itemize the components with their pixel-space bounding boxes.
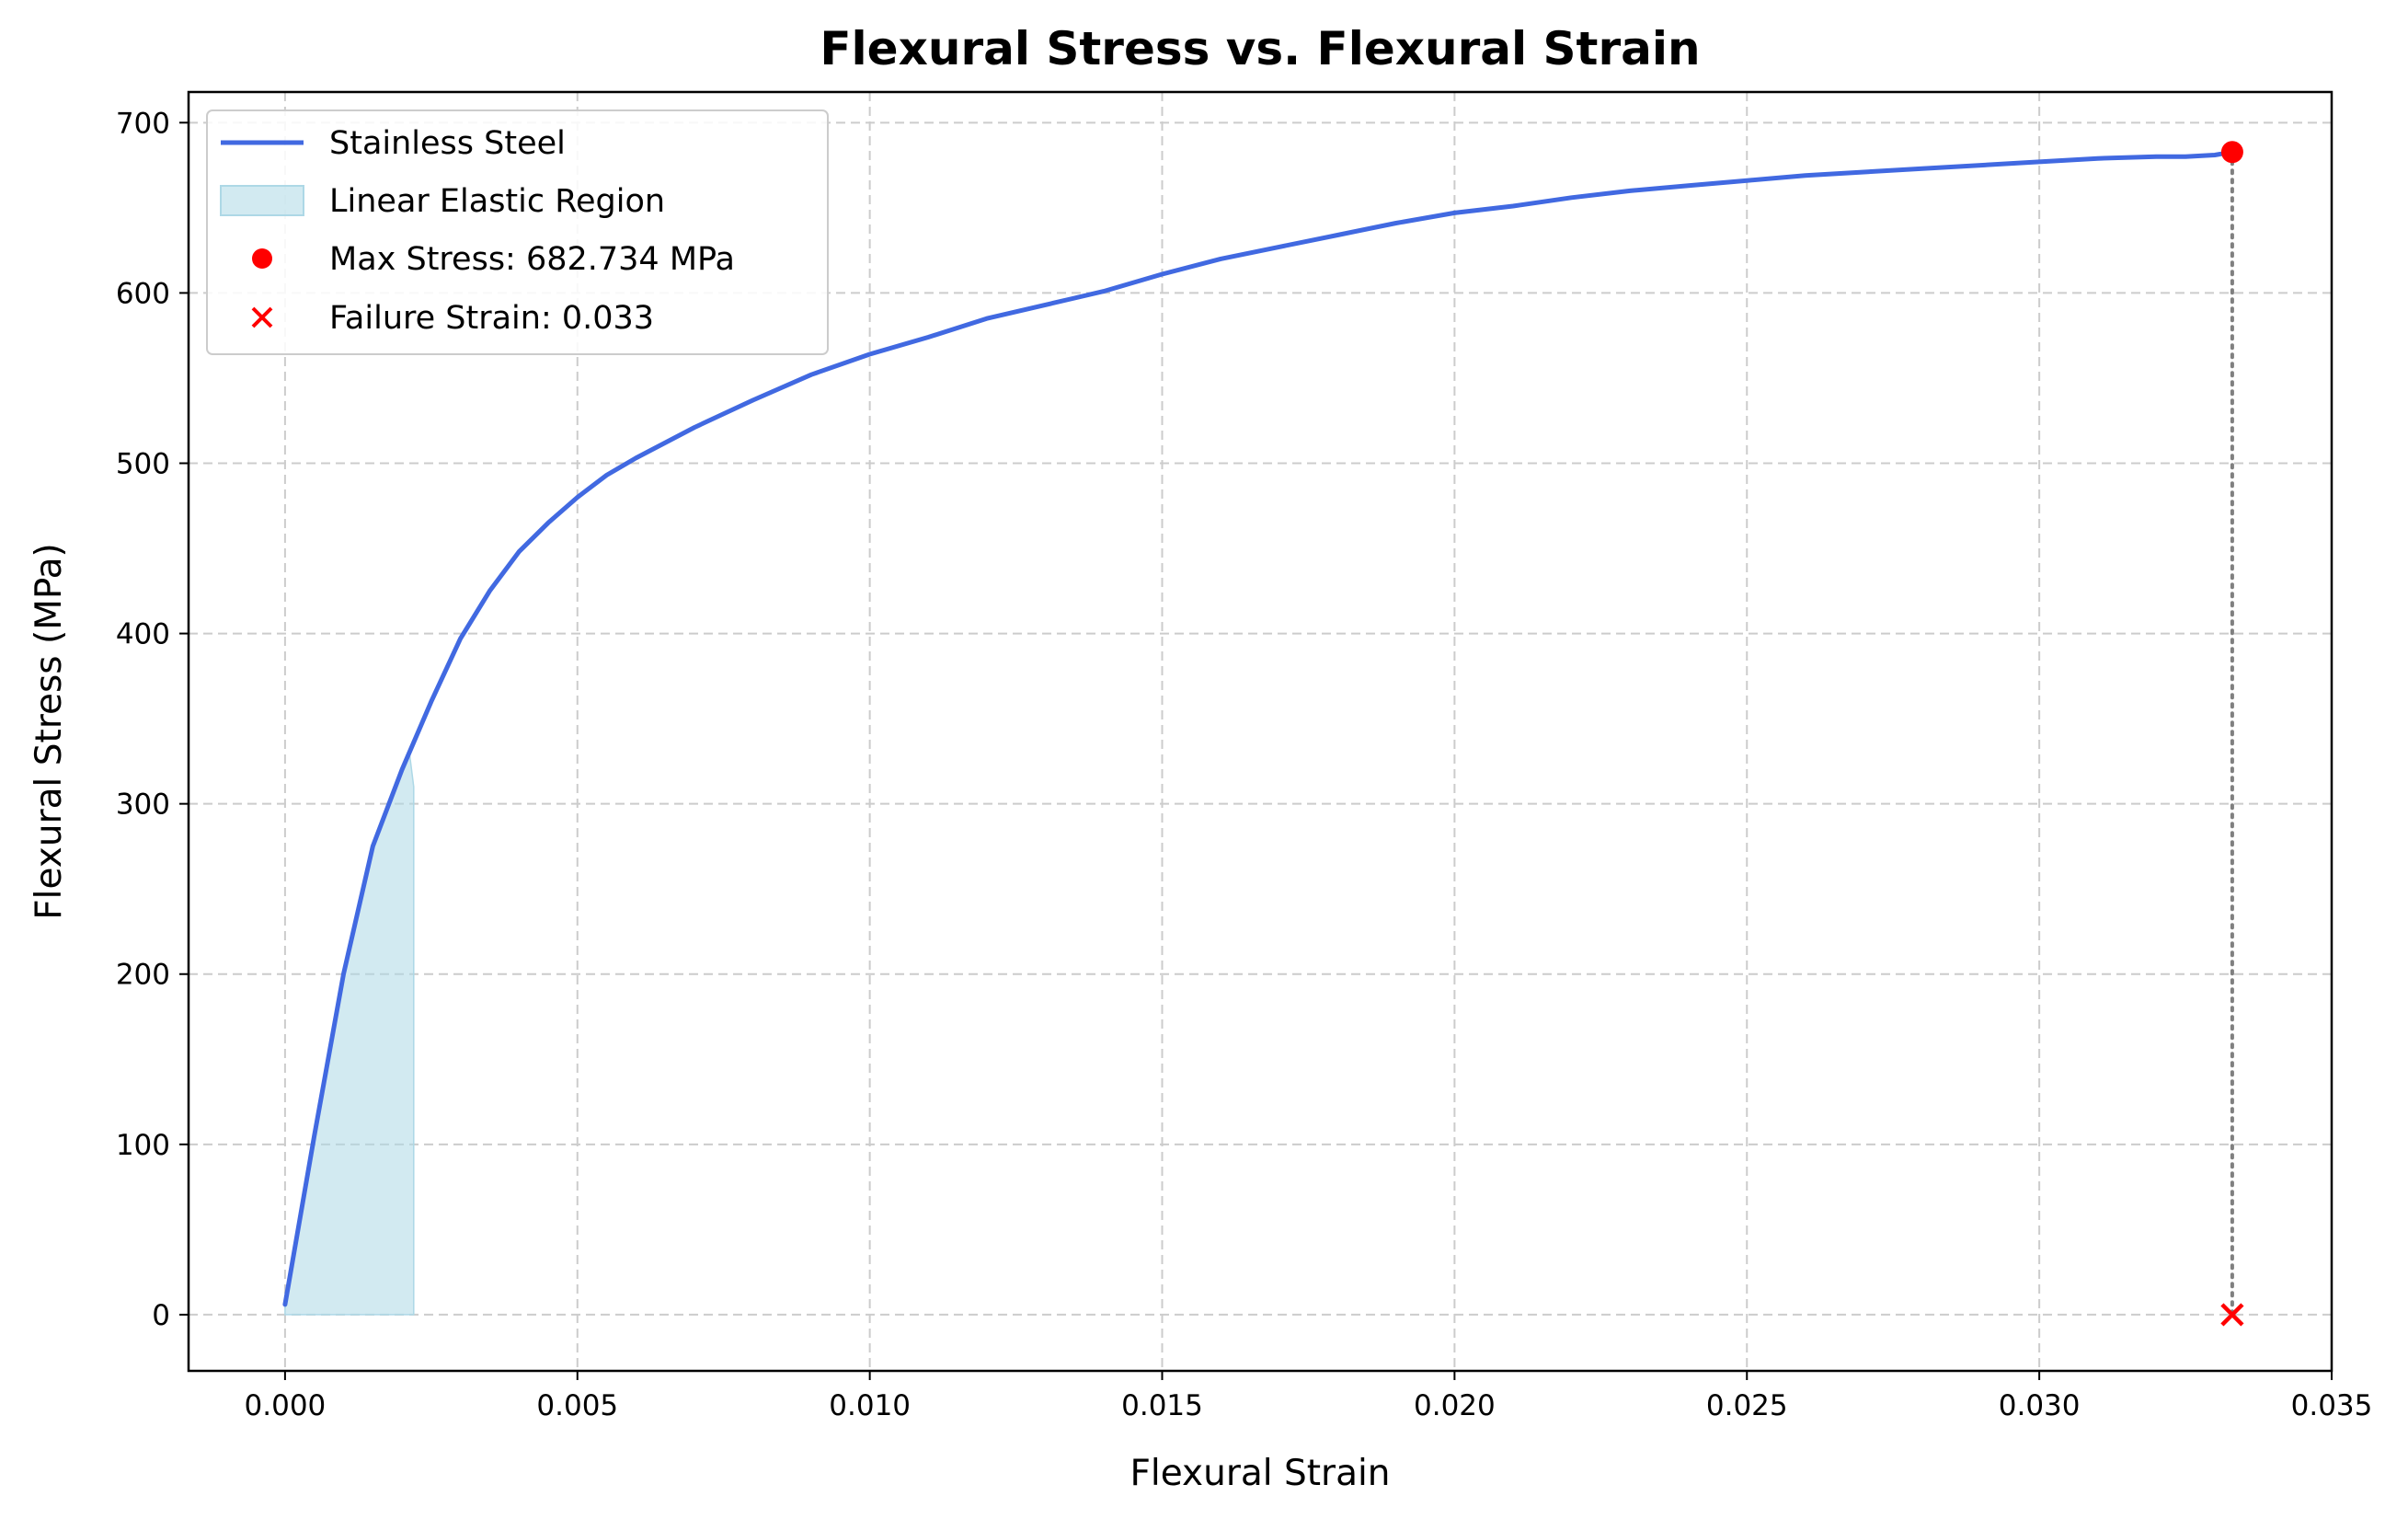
y-tick-label: 200 (116, 959, 170, 992)
legend-swatch-failure-strain (251, 306, 273, 328)
chart-title: Flexural Stress vs. Flexural Strain (820, 22, 1700, 75)
x-tick-label: 0.005 (536, 1389, 618, 1422)
y-tick-label: 600 (116, 277, 170, 310)
y-tick-label: 500 (116, 447, 170, 480)
legend-frame (206, 109, 829, 355)
y-tick-label: 0 (152, 1299, 170, 1332)
legend-label-failure-strain: Failure Strain: 0.033 (329, 300, 654, 337)
legend-swatch-linear-elastic-region (220, 185, 304, 216)
x-axis-ticks: 0.000 0.005 0.010 0.015 0.020 0.025 0.030 0.035 (245, 1371, 2373, 1422)
y-tick-label: 700 (116, 107, 170, 140)
series-line-stainless-steel (282, 149, 2235, 1307)
plot-area-frame (187, 90, 2333, 1373)
x-tick-label: 0.000 (245, 1389, 327, 1422)
y-axis-label: Flexural Stress (MPa) (29, 543, 70, 920)
x-tick-label: 0.015 (1121, 1389, 1203, 1422)
y-tick-label: 400 (116, 618, 170, 651)
legend-label-stainless-steel: Stainless Steel (329, 125, 566, 162)
legend-label-max-stress: Max Stress: 682.734 MPa (329, 241, 735, 278)
x-axis-label: Flexural Strain (1129, 1453, 1390, 1494)
failure-strain-marker (2220, 1303, 2244, 1327)
y-tick-label: 300 (116, 788, 170, 822)
y-axis-ticks: 0 100 200 300 400 500 600 700 (116, 107, 189, 1332)
max-stress-marker (2220, 141, 2243, 164)
x-tick-label: 0.035 (2291, 1389, 2373, 1422)
x-tick-label: 0.030 (1999, 1389, 2081, 1422)
y-tick-label: 100 (116, 1129, 170, 1162)
legend-swatch-max-stress (252, 248, 272, 269)
legend: Stainless Steel Linear Elastic Region Ma… (206, 109, 829, 355)
x-tick-label: 0.025 (1706, 1389, 1788, 1422)
legend-label-linear-elastic-region: Linear Elastic Region (329, 183, 665, 220)
marker-layer (2220, 141, 2244, 1327)
x-tick-label: 0.010 (829, 1389, 911, 1422)
x-tick-label: 0.020 (1414, 1389, 1496, 1422)
series-layer (282, 149, 2235, 1307)
